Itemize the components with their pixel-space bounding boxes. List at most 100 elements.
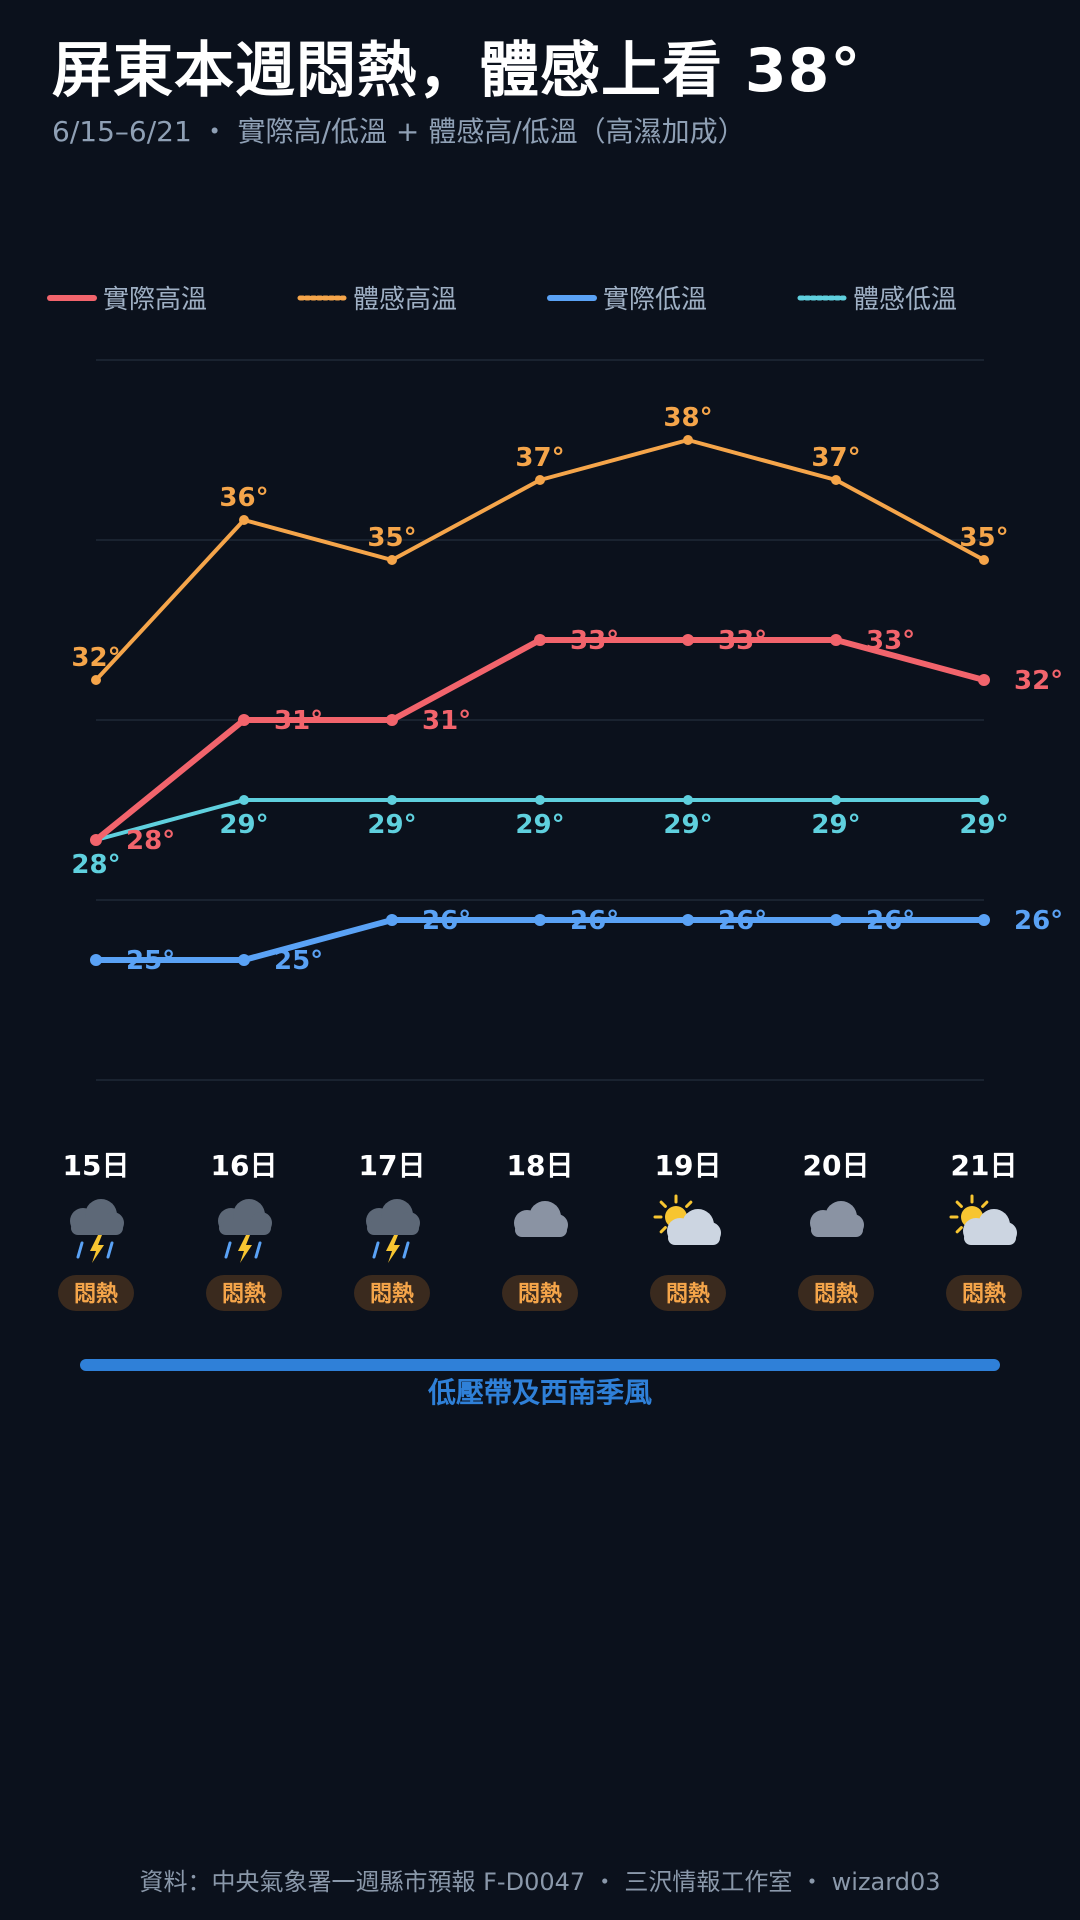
rain-drop-icon [402, 1241, 410, 1259]
thunderstorm-icon [70, 1199, 124, 1235]
data-label-feel_low: 29° [219, 810, 268, 840]
status-badge [354, 1275, 430, 1311]
data-label-feel_low: 29° [811, 810, 860, 840]
data-point-actual_high [682, 634, 694, 646]
legend-label-feel_high: 體感高溫 [353, 285, 457, 315]
data-point-feel_low [387, 795, 397, 805]
data-label-feel_high: 35° [367, 523, 416, 553]
day-label: 21日 [951, 1149, 1018, 1182]
status-badge-label: 悶熱 [222, 1281, 266, 1307]
data-label-actual_high: 32° [1014, 666, 1063, 696]
data-point-actual_high [534, 634, 546, 646]
data-label-feel_low: 29° [515, 810, 564, 840]
data-label-feel_high: 37° [811, 443, 860, 473]
source-credit: 資料：中央氣象署一週縣市預報 F-D0047 ・ 三沢情報工作室 ・ wizar… [139, 1868, 941, 1896]
data-label-actual_high: 31° [422, 706, 471, 736]
thunderstorm-icon [218, 1199, 272, 1235]
data-label-feel_low: 29° [367, 810, 416, 840]
status-badge [502, 1275, 578, 1311]
data-point-feel_high [979, 555, 989, 565]
data-point-actual_high [978, 674, 990, 686]
status-badge [946, 1275, 1022, 1311]
status-badge [650, 1275, 726, 1311]
cloud-icon [810, 1201, 864, 1237]
data-label-feel_high: 36° [219, 483, 268, 513]
data-label-actual_high: 33° [866, 626, 915, 656]
data-point-actual_high [386, 714, 398, 726]
data-label-actual_low: 25° [126, 946, 175, 976]
page-title: 屏東本週悶熱，體感上看 38° [52, 36, 862, 106]
data-point-feel_low [683, 795, 693, 805]
status-badge-label: 悶熱 [814, 1281, 858, 1307]
data-point-feel_high [387, 555, 397, 565]
data-point-actual_low [978, 914, 990, 926]
lightning-bolt-icon [386, 1235, 400, 1263]
data-label-feel_high: 38° [663, 403, 712, 433]
rain-drop-icon [106, 1241, 114, 1259]
rain-drop-icon [254, 1241, 262, 1259]
rain-drop-icon [224, 1241, 232, 1259]
data-label-actual_high: 33° [570, 626, 619, 656]
cloud-icon [514, 1201, 568, 1237]
status-badge-label: 悶熱 [666, 1281, 710, 1307]
data-point-actual_low [830, 914, 842, 926]
status-badge-label: 悶熱 [370, 1281, 414, 1307]
rain-drop-icon [76, 1241, 84, 1259]
day-label: 17日 [359, 1149, 426, 1182]
data-label-feel_low: 28° [71, 850, 120, 880]
data-point-feel_high [683, 435, 693, 445]
data-label-actual_low: 26° [422, 906, 471, 936]
data-point-feel_high [91, 675, 101, 685]
status-badge [58, 1275, 134, 1311]
thunderstorm-icon [366, 1199, 420, 1235]
status-badge-label: 悶熱 [518, 1281, 562, 1307]
data-point-feel_high [831, 475, 841, 485]
data-label-feel_high: 37° [515, 443, 564, 473]
day-label: 19日 [655, 1149, 722, 1182]
data-point-feel_high [535, 475, 545, 485]
data-label-actual_low: 26° [570, 906, 619, 936]
data-label-actual_high: 33° [718, 626, 767, 656]
data-label-feel_high: 32° [71, 643, 120, 673]
data-point-actual_low [386, 914, 398, 926]
data-label-actual_high: 28° [126, 826, 175, 856]
day-label: 15日 [63, 1149, 130, 1182]
data-point-feel_low [831, 795, 841, 805]
lightning-bolt-icon [90, 1235, 104, 1263]
data-point-actual_low [238, 954, 250, 966]
data-point-actual_high [830, 634, 842, 646]
data-point-actual_high [238, 714, 250, 726]
legend-label-actual_low: 實際低溫 [603, 285, 707, 315]
data-point-feel_low [239, 795, 249, 805]
data-label-feel_high: 35° [959, 523, 1008, 553]
data-label-actual_low: 26° [866, 906, 915, 936]
data-label-actual_high: 31° [274, 706, 323, 736]
weather-system-label: 低壓帶及西南季風 [427, 1376, 652, 1409]
data-point-feel_low [979, 795, 989, 805]
data-label-actual_low: 26° [1014, 906, 1063, 936]
status-badge-label: 悶熱 [74, 1281, 118, 1307]
status-badge [206, 1275, 282, 1311]
data-point-feel_low [535, 795, 545, 805]
data-label-feel_low: 29° [959, 810, 1008, 840]
day-label: 16日 [211, 1149, 278, 1182]
data-point-feel_high [239, 515, 249, 525]
data-label-actual_low: 25° [274, 946, 323, 976]
data-point-actual_low [90, 954, 102, 966]
cloud-icon [667, 1209, 721, 1245]
day-label: 18日 [507, 1149, 574, 1182]
data-label-feel_low: 29° [663, 810, 712, 840]
status-badge [798, 1275, 874, 1311]
data-label-actual_low: 26° [718, 906, 767, 936]
legend-label-actual_high: 實際高溫 [103, 285, 207, 315]
cloud-icon [963, 1209, 1017, 1245]
rain-drop-icon [372, 1241, 380, 1259]
data-point-actual_high [90, 834, 102, 846]
day-label: 20日 [803, 1149, 870, 1182]
lightning-bolt-icon [238, 1235, 252, 1263]
data-point-actual_low [682, 914, 694, 926]
weather-system-bar [80, 1359, 1000, 1371]
data-point-actual_low [534, 914, 546, 926]
page-subtitle: 6/15–6/21 ・ 實際高/低溫 + 體感高/低溫（高濕加成） [52, 115, 746, 148]
